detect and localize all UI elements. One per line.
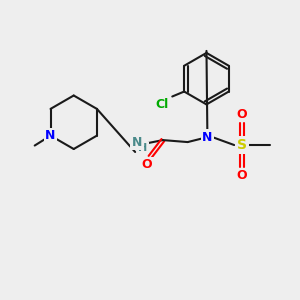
Text: H: H [138,143,148,153]
Text: O: O [237,169,248,182]
Text: Cl: Cl [156,98,169,111]
Text: N: N [202,130,213,144]
Text: O: O [237,108,248,121]
Text: O: O [142,158,152,171]
Text: N: N [132,136,142,148]
Text: N: N [45,129,56,142]
Text: S: S [237,138,247,152]
